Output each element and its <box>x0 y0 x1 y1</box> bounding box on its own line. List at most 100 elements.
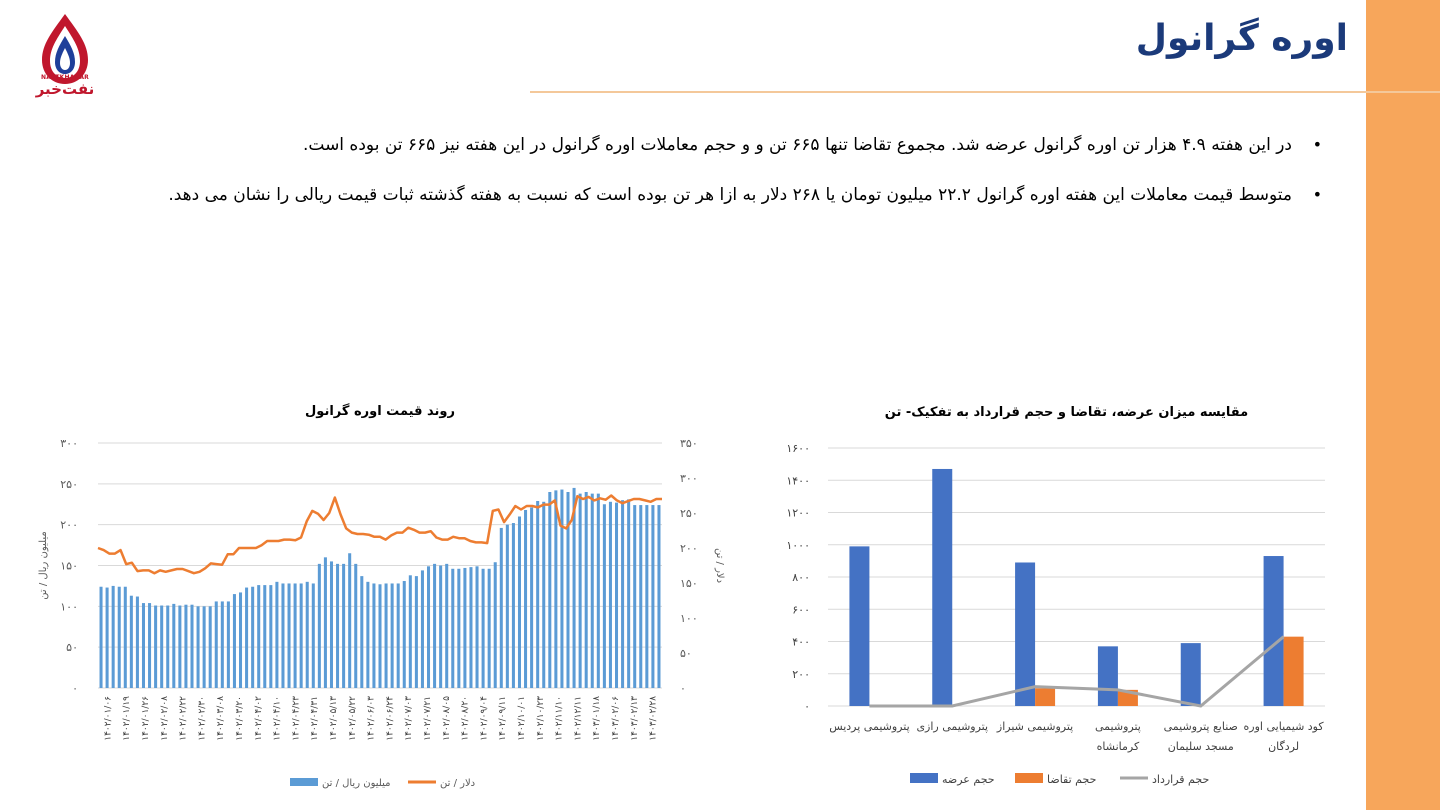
price-rial-bar <box>172 603 176 688</box>
page-title: اوره گرانول <box>1135 18 1348 59</box>
supply-bar <box>1015 562 1036 706</box>
price-rial-bar <box>354 563 358 688</box>
price-rial-bar <box>323 557 327 688</box>
x-tick-label: ۱۴۰۲/۰۴/۱۰ <box>273 696 283 741</box>
price-rial-bar <box>621 500 625 688</box>
left-axis-label: میلیون ریال / تن <box>38 531 49 599</box>
price-rial-bar <box>408 575 412 688</box>
price-rial-bar <box>420 570 424 688</box>
price-rial-bar <box>572 487 576 688</box>
legend-label: حجم قرارداد <box>1152 773 1209 786</box>
price-rial-bar <box>542 501 546 688</box>
price-rial-bar <box>148 603 152 688</box>
supply-bar <box>1180 643 1201 706</box>
price-rial-bar <box>208 606 212 688</box>
x-tick-label: ۱۴۰۲/۰۳/۲۰ <box>235 696 245 741</box>
legend-swatch <box>290 778 318 786</box>
price-rial-bar <box>548 492 552 688</box>
price-rial-bar <box>123 586 127 688</box>
price-rial-bar <box>584 492 588 688</box>
price-rial-bar <box>517 516 521 688</box>
price-rial-bar <box>445 563 449 688</box>
x-tick-label: ۱۴۰۲/۰۱/۲۶ <box>141 696 151 741</box>
price-rial-bar <box>439 565 443 688</box>
price-rial-bar <box>530 507 534 688</box>
price-rial-bar <box>220 601 224 688</box>
contract-line <box>869 635 1285 708</box>
demand-bar <box>1035 688 1056 706</box>
left-tick-label: ۱۰۰ <box>60 600 78 613</box>
x-tick-label: ۱۴۰۲/۰۴/۲۳ <box>291 696 301 741</box>
price-rial-bar <box>214 601 218 688</box>
x-tick-label: ۱۴۰۳/۰۲/۰۶ <box>611 696 621 741</box>
price-rial-bar <box>184 604 188 688</box>
price-rial-bar <box>645 505 649 688</box>
price-rial-bar <box>245 587 249 688</box>
bullet-supply-demand: در این هفته ۴.۹ هزار تن اوره گرانول عرضه… <box>132 128 1322 162</box>
x-tick-label: ۱۴۰۳/۰۲/۲۸ <box>649 696 659 741</box>
x-tick-label: ۱۴۰۳/۰۱/۱۸ <box>592 696 602 741</box>
price-rial-bar <box>239 592 243 688</box>
legend-swatch <box>1015 773 1043 783</box>
price-rial-bar <box>427 566 431 688</box>
y-tick-label: ۱۶۰۰ <box>786 442 810 455</box>
price-rial-bar <box>226 601 230 688</box>
legend-label: میلیون ریال / تن <box>322 778 390 789</box>
producer-comparison-chart: مقایسه میزان عرضه، تقاضا و حجم قرارداد ب… <box>786 405 1325 786</box>
right-tick-label: ۱۵۰ <box>680 577 698 590</box>
price-rial-bar <box>487 568 491 688</box>
x-tick-label: ۱۴۰۲/۰۹/۰۴ <box>479 696 489 741</box>
price-rial-bar <box>578 493 582 688</box>
price-rial-bar <box>196 606 200 688</box>
price-rial-bar <box>596 493 600 688</box>
price-trend-chart: روند قیمت اوره گرانول ۰ ۵۰ ۱۰۰ ۱۵۰ ۲۰۰ ۲۵۰ ۳۰۰ ۰… <box>38 403 725 789</box>
logo-latin-text: NAFTKHABAR <box>40 74 89 81</box>
price-rial-bar <box>469 567 473 688</box>
x-tick-label: ۱۴۰۲/۰۶/۲۴ <box>385 696 395 741</box>
category-label: پتروشیمی پردیس <box>829 720 909 733</box>
logo-persian-text: نفت‌خبر <box>35 80 95 98</box>
x-tick-label: ۱۴۰۲/۰۱/۱۹ <box>122 696 132 741</box>
legend-label: حجم تقاضا <box>1047 773 1096 786</box>
price-rial-bar <box>524 509 528 688</box>
price-rial-bar <box>105 587 109 688</box>
price-rial-bar <box>178 605 182 688</box>
price-rial-bar <box>305 581 309 688</box>
price-rial-bar <box>366 581 370 688</box>
title-underline <box>530 91 1440 93</box>
left-tick-label: ۲۵۰ <box>60 478 78 491</box>
price-rial-bar <box>602 504 606 688</box>
right-tick-label: ۲۵۰ <box>680 507 698 520</box>
price-rial-bar <box>348 553 352 688</box>
y-tick-label: ۶۰۰ <box>792 603 810 616</box>
price-rial-bar <box>511 523 515 688</box>
category-label: پتروشیمی رازی <box>916 720 988 733</box>
x-tick-label: ۱۴۰۳/۰۲/۱۳ <box>630 696 640 741</box>
price-rial-bar <box>463 567 467 688</box>
price-rial-bar <box>154 605 158 688</box>
price-rial-bar <box>311 583 315 688</box>
right-axis-label: دلار / تن <box>714 548 725 583</box>
category-label: پتروشیمی شیراز <box>996 720 1073 733</box>
price-rial-bar <box>651 505 655 688</box>
supply-bar <box>932 468 953 706</box>
price-rial-bar <box>141 603 145 688</box>
price-rial-bar <box>135 596 139 688</box>
y-tick-label: ۴۰۰ <box>792 636 810 649</box>
category-label: کرمانشاه <box>1097 740 1140 753</box>
price-rial-bar <box>202 606 206 688</box>
x-tick-label: ۱۴۰۲/۰۸/۲۰ <box>461 696 471 741</box>
price-rial-bar <box>402 581 406 688</box>
x-tick-label: ۱۴۰۲/۰۳/۰۸ <box>216 696 226 741</box>
y-tick-label: ۸۰۰ <box>792 571 810 584</box>
category-label: لردگان <box>1268 740 1299 753</box>
x-tick-label: ۱۴۰۲/۰۲/۰۸ <box>160 696 170 741</box>
x-tick-label: ۱۴۰۲/۱۱/۱۰ <box>555 696 565 741</box>
price-rial-bar <box>554 490 558 688</box>
price-rial-bar <box>99 586 103 688</box>
price-rial-bar <box>615 502 619 688</box>
y-tick-label: ۲۰۰ <box>792 668 810 681</box>
price-rial-bar <box>166 605 170 688</box>
price-rial-bar <box>475 566 479 688</box>
category-label: کود شیمیایی اوره <box>1244 720 1325 733</box>
